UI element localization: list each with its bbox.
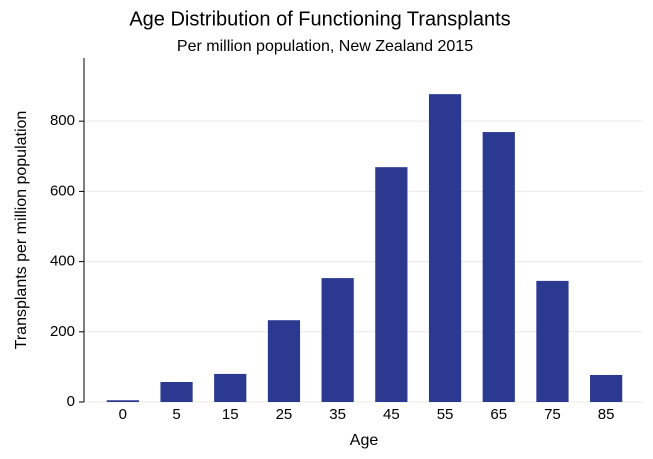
y-tick-label: 200: [50, 323, 75, 340]
bar: [321, 278, 354, 402]
y-tick-label: 400: [50, 253, 75, 270]
x-axis-label: Age: [350, 432, 379, 449]
x-tick-label: 85: [598, 406, 615, 423]
x-tick-label: 65: [490, 406, 507, 423]
x-tick-label: 75: [544, 406, 561, 423]
x-tick-label: 25: [276, 406, 293, 423]
bar: [590, 374, 623, 402]
bar: [375, 167, 408, 402]
x-tick-label: 5: [172, 406, 180, 423]
x-tick-label: 0: [119, 406, 127, 423]
x-tick-label: 15: [222, 406, 239, 423]
bar: [160, 381, 193, 402]
bar: [536, 280, 569, 402]
chart-subtitle: Per million population, New Zealand 2015: [177, 38, 473, 55]
x-tick-label: 45: [383, 406, 400, 423]
chart-title: Age Distribution of Functioning Transpla…: [129, 8, 510, 30]
bar: [428, 94, 462, 403]
bar: [267, 320, 301, 402]
x-tick-label: 35: [329, 406, 346, 423]
y-tick-label: 0: [67, 393, 75, 410]
y-tick-label: 600: [50, 182, 75, 199]
y-tick-label: 800: [50, 112, 75, 129]
bar: [214, 373, 247, 402]
bar: [482, 132, 515, 402]
y-axis-label: Transplants per million population: [13, 111, 30, 350]
x-tick-label: 55: [437, 406, 454, 423]
bar: [106, 400, 139, 402]
